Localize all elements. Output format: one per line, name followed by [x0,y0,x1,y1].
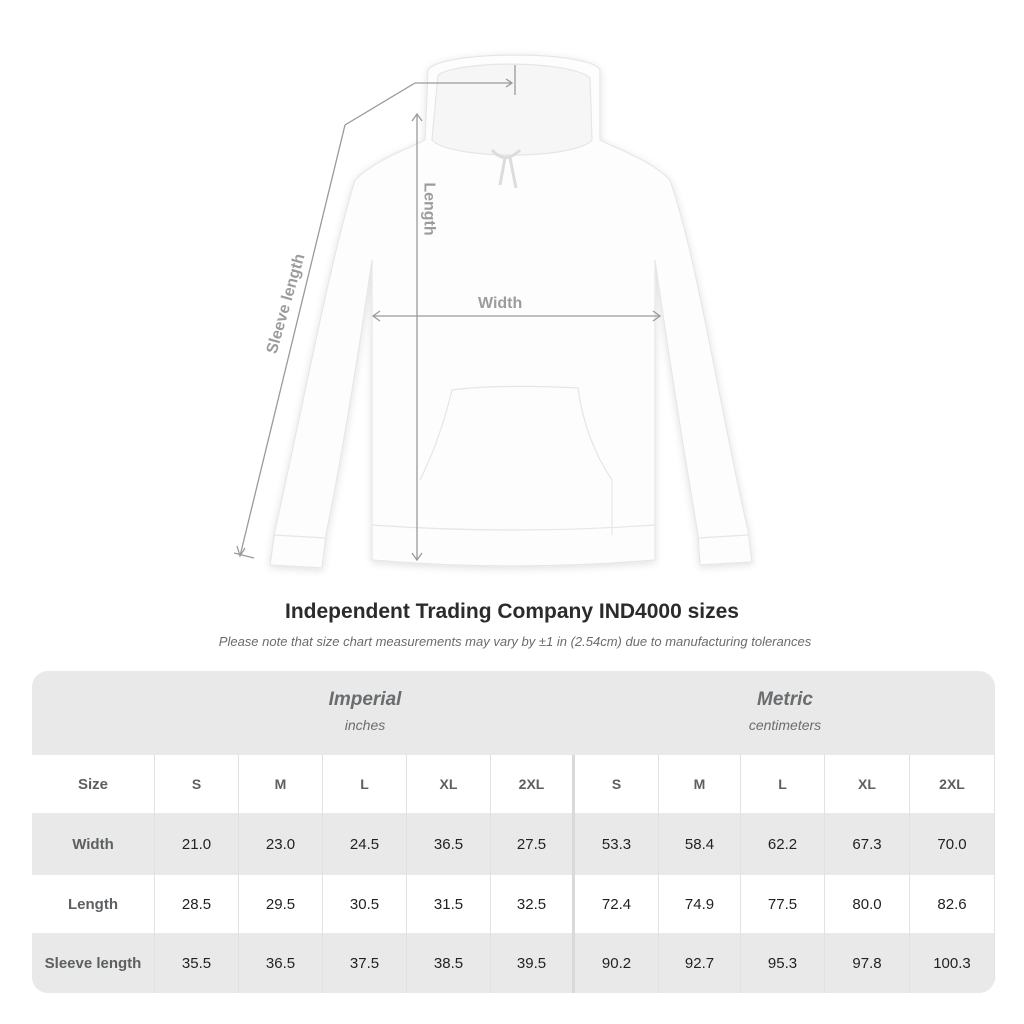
table-cell: 80.0 [825,875,910,933]
table-cell: 62.2 [741,813,825,875]
table-cell: 74.9 [659,875,741,933]
table-cell: 58.4 [659,813,741,875]
imperial-label: Imperial [328,689,402,710]
table-cell: 27.5 [491,813,575,875]
table-cell: 36.5 [239,933,323,993]
metric-header: Metric centimeters [575,671,995,755]
table-cell: 97.8 [825,933,910,993]
metric-size-header: XL [825,755,910,813]
metric-size-header: L [741,755,825,813]
metric-label: Metric [757,689,813,710]
page-title: Independent Trading Company IND4000 size… [285,600,739,623]
table-cell: 24.5 [323,813,407,875]
hoodie-shape [269,54,753,569]
width-label: Width [478,295,523,312]
metric-size-header: M [659,755,741,813]
table-cell: 38.5 [407,933,491,993]
size-header-row: Size S M L XL 2XL S M L XL 2XL [32,755,995,813]
imperial-size-header: 2XL [491,755,575,813]
table-row: Width 21.0 23.0 24.5 36.5 27.5 53.3 58.4 62.2 67.… [32,813,995,875]
metric-size-header: S [575,755,659,813]
metric-size-header: 2XL [910,755,995,813]
table-cell: 90.2 [575,933,659,993]
measure-lines [233,65,662,562]
table-cell: 100.3 [910,933,995,993]
sleeve-length-line [239,82,512,557]
table-cell: 29.5 [239,875,323,933]
table-cell: 30.5 [323,875,407,933]
size-column-header: Size [32,755,155,813]
table-cell: 92.7 [659,933,741,993]
table-cell: 70.0 [910,813,995,875]
table-cell: 23.0 [239,813,323,875]
row-label: Width [32,813,155,875]
table-cell: 36.5 [407,813,491,875]
hoodie-illustration [233,54,753,569]
table-row: Length 28.5 29.5 30.5 31.5 32.5 72.4 74.9 77.5 80… [32,875,995,933]
table-cell: 53.3 [575,813,659,875]
row-label: Length [32,875,155,933]
table-cell: 82.6 [910,875,995,933]
imperial-size-header: L [323,755,407,813]
row-label: Sleeve length [32,933,155,993]
size-table: Imperial inches Metric centimeters Size S… [32,671,995,993]
table-cell: 21.0 [155,813,239,875]
imperial-unit: inches [344,717,386,733]
metric-unit: centimeters [748,717,822,733]
table-cell: 95.3 [741,933,825,993]
table-cell: 32.5 [491,875,575,933]
table-cell: 39.5 [491,933,575,993]
length-label: Length [420,182,438,236]
table-cell: 77.5 [741,875,825,933]
table-cell: 35.5 [155,933,239,993]
imperial-size-header: S [155,755,239,813]
table-cell: 72.4 [575,875,659,933]
imperial-size-header: M [239,755,323,813]
imperial-size-header: XL [407,755,491,813]
table-row: Sleeve length 35.5 36.5 37.5 38.5 39.5 90.2 92.… [32,933,995,993]
imperial-header: Imperial inches [155,671,575,755]
tolerance-note: Please note that size chart measurements… [218,634,812,649]
table-cell: 37.5 [323,933,407,993]
table-cell: 28.5 [155,875,239,933]
table-cell: 67.3 [825,813,910,875]
table-cell: 31.5 [407,875,491,933]
